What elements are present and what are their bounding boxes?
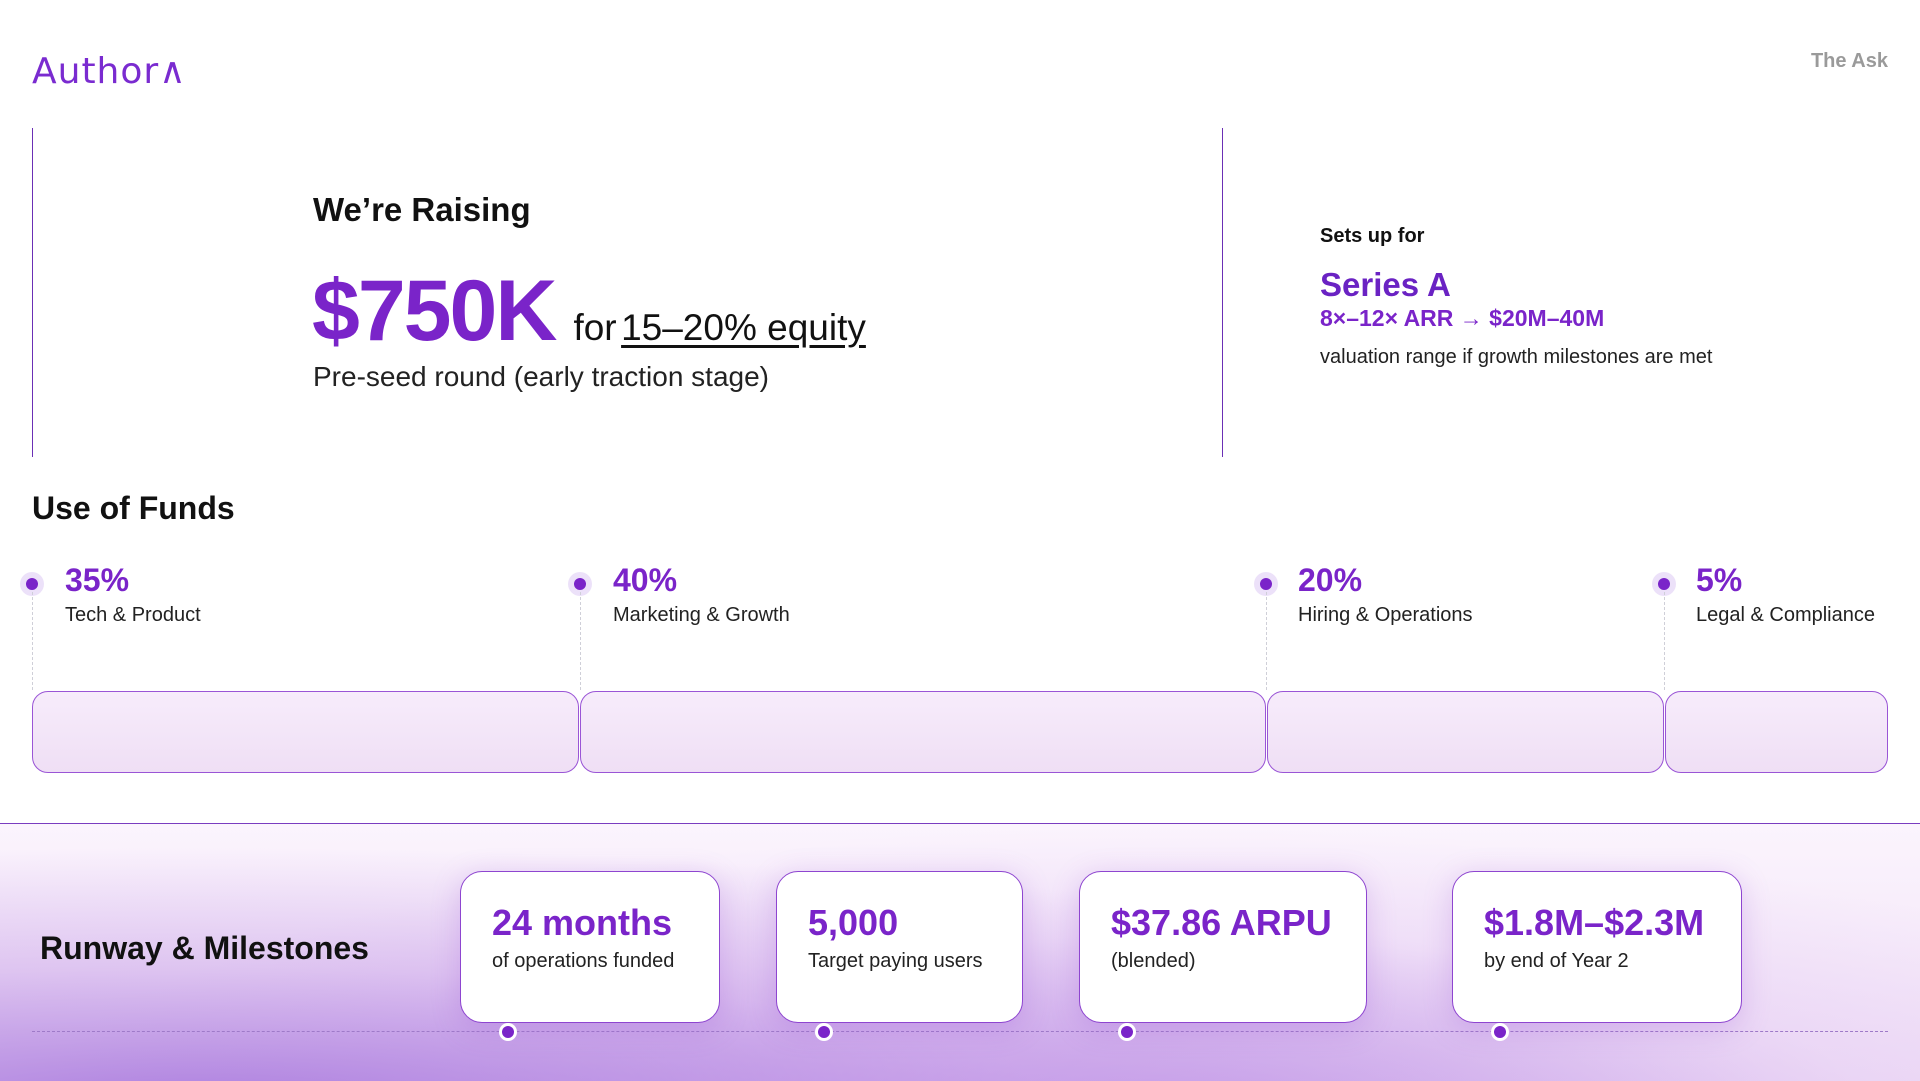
author-logo: Author∧ [32, 51, 187, 92]
milestone-label: (blended) [1111, 950, 1196, 972]
fund-label: Marketing & Growth [613, 604, 790, 626]
milestone-timeline [32, 1031, 1888, 1032]
raise-title: We’re Raising [313, 191, 531, 228]
fund-guide-line [32, 592, 33, 690]
fund-item-marketing: 40% Marketing & Growth [613, 560, 790, 627]
fund-marker-dot [1658, 578, 1670, 590]
use-of-funds-title: Use of Funds [32, 490, 235, 526]
raise-subtitle: Pre-seed round (early traction stage) [313, 361, 769, 392]
fund-bar-marketing [580, 691, 1266, 773]
fund-bar-tech [32, 691, 579, 773]
fund-bar-legal [1665, 691, 1888, 773]
fund-guide-line [580, 592, 581, 690]
fund-marker-dot [26, 578, 38, 590]
fund-percent: 5% [1696, 562, 1743, 598]
middle-divider [1222, 128, 1223, 457]
fund-percent: 40% [613, 562, 678, 598]
raise-amount: $750K [312, 263, 557, 359]
fund-marker-dot [1260, 578, 1272, 590]
milestone-dot [502, 1026, 514, 1038]
milestone-dot [1121, 1026, 1133, 1038]
milestone-dot [818, 1026, 830, 1038]
fund-item-tech: 35% Tech & Product [65, 560, 201, 627]
fund-item-hiring: 20% Hiring & Operations [1298, 560, 1473, 627]
fund-label: Tech & Product [65, 604, 201, 626]
milestone-card-revenue: $1.8M–$2.3M by end of Year 2 [1452, 871, 1742, 1023]
raise-for-text: for [573, 307, 617, 348]
fund-item-legal: 5% Legal & Compliance [1696, 560, 1875, 627]
raise-equity-text: 15–20% equity [621, 307, 866, 348]
series-note: valuation range if growth milestones are… [1320, 346, 1713, 368]
left-divider [32, 128, 33, 457]
milestone-value: 24 months [492, 902, 673, 943]
fund-bar-hiring [1267, 691, 1664, 773]
series-valuation-range: 8×–12× ARR → $20M–40M [1320, 305, 1605, 331]
fund-guide-line [1664, 592, 1665, 690]
fund-percent: 20% [1298, 562, 1363, 598]
fund-marker-dot [574, 578, 586, 590]
milestone-dot [1494, 1026, 1506, 1038]
milestone-value: $37.86 ARPU [1111, 902, 1332, 943]
milestone-value: $1.8M–$2.3M [1484, 902, 1705, 943]
fund-label: Hiring & Operations [1298, 604, 1473, 626]
milestone-label: by end of Year 2 [1484, 950, 1629, 972]
fund-percent: 35% [65, 562, 130, 598]
milestone-label: of operations funded [492, 950, 675, 972]
section-tag: The Ask [1810, 50, 1888, 72]
milestone-value: 5,000 [808, 902, 899, 943]
milestone-label: Target paying users [808, 950, 983, 972]
fund-label: Legal & Compliance [1696, 604, 1875, 626]
runway-title: Runway & Milestones [40, 930, 369, 966]
raise-amount-row: $750K for 15–20% equity [312, 262, 866, 361]
milestone-card-arpu: $37.86 ARPU (blended) [1079, 871, 1367, 1023]
milestone-card-users: 5,000 Target paying users [776, 871, 1023, 1023]
fund-guide-line [1266, 592, 1267, 690]
series-name: Series A [1320, 266, 1451, 303]
sets-up-label: Sets up for [1320, 225, 1425, 247]
milestone-card-runway: 24 months of operations funded [460, 871, 720, 1023]
